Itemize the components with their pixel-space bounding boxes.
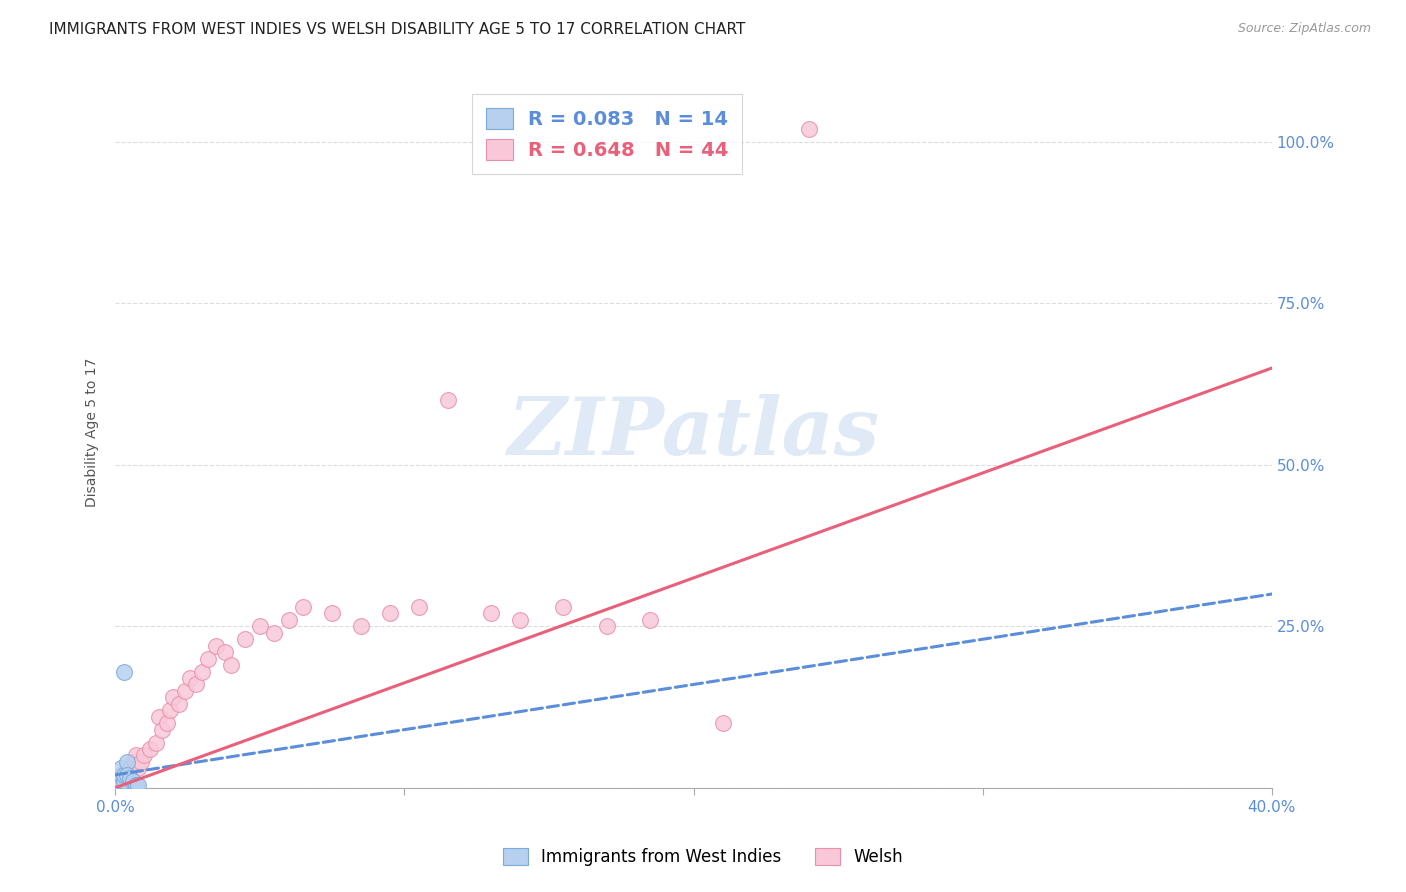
Point (121, 774, 143, 789)
Point (124, 778, 146, 792)
Legend: R = 0.083   N = 14, R = 0.648   N = 44: R = 0.083 N = 14, R = 0.648 N = 44 (472, 95, 742, 174)
Point (139, 742, 162, 756)
Point (115, 768, 138, 782)
Point (186, 677, 208, 691)
Point (118, 761, 141, 775)
Point (408, 599, 430, 614)
Point (150, 723, 173, 737)
Point (321, 607, 343, 621)
Point (127, 778, 149, 792)
Point (235, 632, 257, 647)
Point (112, 768, 135, 782)
Point (110, 774, 132, 789)
Text: ZIPatlas: ZIPatlas (508, 394, 880, 471)
Point (191, 665, 214, 679)
Point (112, 771, 135, 785)
Point (277, 613, 299, 627)
Point (112, 665, 135, 679)
Point (112, 768, 135, 782)
Point (292, 599, 315, 614)
Point (107, 778, 129, 792)
Point (167, 697, 190, 711)
Point (214, 645, 236, 659)
Legend: Immigrants from West Indies, Welsh: Immigrants from West Indies, Welsh (495, 840, 911, 875)
Point (110, 774, 132, 789)
Point (129, 755, 152, 769)
Point (799, 122, 821, 136)
Point (179, 671, 201, 685)
Point (127, 761, 149, 775)
Point (110, 768, 132, 782)
Point (134, 748, 156, 763)
Point (378, 607, 401, 621)
Point (148, 710, 170, 724)
Point (110, 761, 132, 775)
Point (197, 651, 219, 665)
Text: Source: ZipAtlas.com: Source: ZipAtlas.com (1237, 22, 1371, 36)
Point (107, 771, 129, 785)
Point (509, 613, 531, 627)
Y-axis label: Disability Age 5 to 17: Disability Age 5 to 17 (86, 358, 100, 508)
Point (596, 619, 619, 633)
Point (173, 684, 195, 698)
Point (479, 607, 502, 621)
Point (107, 778, 129, 792)
Point (156, 716, 179, 731)
Point (263, 625, 285, 640)
Text: IMMIGRANTS FROM WEST INDIES VS WELSH DISABILITY AGE 5 TO 17 CORRELATION CHART: IMMIGRANTS FROM WEST INDIES VS WELSH DIS… (49, 22, 745, 37)
Point (145, 735, 167, 749)
Point (118, 771, 141, 785)
Point (219, 658, 242, 673)
Point (162, 690, 184, 705)
Point (115, 755, 138, 769)
Point (711, 716, 734, 731)
Point (159, 703, 181, 717)
Point (205, 639, 228, 653)
Point (112, 774, 135, 789)
Point (638, 613, 661, 627)
Point (121, 755, 143, 769)
Point (553, 599, 575, 614)
Point (350, 619, 373, 633)
Point (249, 619, 271, 633)
Point (115, 764, 138, 779)
Point (436, 393, 458, 408)
Point (124, 748, 146, 763)
